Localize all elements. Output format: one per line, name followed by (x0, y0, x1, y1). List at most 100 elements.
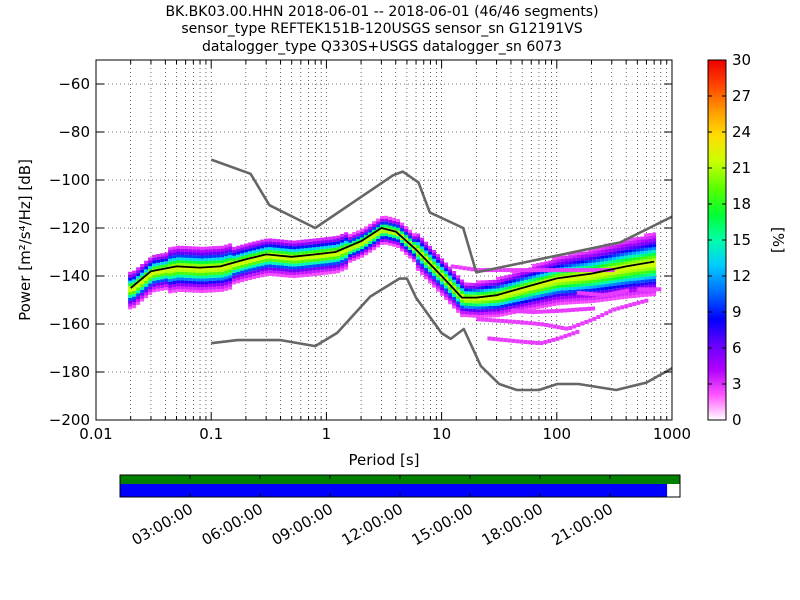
heatmap-cell (168, 255, 173, 259)
heatmap-cell (160, 273, 165, 277)
colorbar-tick-label: 15 (732, 231, 751, 249)
heatmap-cell (420, 266, 425, 270)
outlier-cell (538, 268, 543, 273)
heatmap-cell (332, 236, 337, 240)
heatmap-cell (228, 272, 233, 276)
heatmap-cell (236, 268, 241, 272)
heatmap-cell (304, 242, 309, 246)
heatmap-cell (580, 300, 585, 304)
heatmap-cell (548, 275, 553, 278)
heatmap-cell (524, 294, 529, 298)
heatmap-cell (172, 258, 177, 261)
coverage-bar-available (120, 475, 680, 484)
outlier-cell (597, 292, 602, 297)
heatmap-cell (216, 280, 221, 284)
heatmap-cell (300, 239, 305, 243)
heatmap-cell (520, 280, 525, 284)
heatmap-cell (212, 283, 217, 287)
heatmap-cell (164, 284, 169, 288)
heatmap-cell (616, 270, 621, 274)
heatmap-cell (568, 281, 573, 285)
heatmap-cell (188, 280, 193, 284)
heatmap-cell (432, 273, 437, 276)
heatmap-cell (524, 282, 529, 286)
heatmap-cell (448, 269, 453, 273)
outlier-cell (519, 309, 523, 314)
heatmap-cell (196, 249, 201, 253)
heatmap-cell (620, 250, 625, 254)
heatmap-cell (456, 286, 461, 290)
heatmap-cell (564, 290, 569, 294)
heatmap-cell (132, 287, 137, 291)
heatmap-cell (168, 264, 173, 268)
heatmap-cell (552, 297, 557, 301)
heatmap-cell (168, 258, 173, 262)
heatmap-cell (308, 267, 313, 271)
heatmap-cell (216, 254, 221, 258)
heatmap-cell (364, 237, 369, 241)
heatmap-cell (600, 287, 605, 291)
heatmap-cell (212, 249, 217, 252)
outlier-cell (531, 310, 535, 315)
heatmap-cell (296, 271, 301, 275)
heatmap-cell (464, 282, 469, 286)
outlier-cell (530, 268, 535, 273)
heatmap-cell (528, 276, 533, 280)
heatmap-cell (504, 304, 509, 307)
heatmap-cell (416, 236, 421, 240)
heatmap-cell (264, 273, 269, 277)
heatmap-cell (324, 271, 329, 275)
heatmap-cell (528, 302, 533, 306)
heatmap-cell (448, 275, 453, 279)
heatmap-cell (132, 305, 137, 309)
heatmap-cell (612, 257, 617, 260)
heatmap-cell (380, 216, 385, 219)
heatmap-cell (320, 263, 325, 267)
heatmap-cell (488, 300, 493, 304)
x-tick-label: 1 (322, 425, 332, 443)
heatmap-cell (324, 263, 329, 267)
outlier-cell (476, 317, 481, 322)
heatmap-cell (412, 233, 417, 237)
heatmap-cell (532, 275, 537, 279)
heatmap-cell (200, 275, 205, 279)
heatmap-cell (628, 266, 633, 270)
heatmap-cell (636, 271, 641, 275)
heatmap-cell (360, 240, 365, 244)
outlier-cell (625, 288, 630, 293)
heatmap-cell (192, 263, 197, 267)
heatmap-cell (564, 295, 569, 299)
heatmap-cell (652, 290, 657, 294)
heatmap-cell (444, 297, 449, 300)
heatmap-cell (232, 275, 237, 279)
heatmap-cell (548, 280, 553, 284)
heatmap-cell (248, 274, 253, 278)
heatmap-cell (228, 286, 233, 290)
heatmap-cell (212, 257, 217, 261)
outlier-cell (577, 290, 582, 295)
heatmap-cell (272, 244, 277, 248)
heatmap-cell (164, 281, 169, 285)
heatmap-cell (216, 289, 221, 293)
heatmap-cell (196, 275, 201, 279)
heatmap-cell (128, 286, 133, 290)
heatmap-cell (400, 245, 405, 249)
heatmap-cell (644, 256, 649, 260)
outlier-cell (551, 337, 556, 342)
heatmap-cell (608, 266, 613, 270)
heatmap-cell (524, 305, 529, 309)
heatmap-cell (476, 300, 481, 304)
heatmap-cell (336, 252, 341, 256)
heatmap-cell (604, 263, 609, 267)
heatmap-cell (372, 229, 377, 233)
outlier-cell (548, 323, 553, 328)
heatmap-cell (548, 266, 553, 270)
heatmap-cell (648, 281, 653, 285)
heatmap-cell (648, 264, 653, 268)
heatmap-cell (204, 261, 209, 264)
heatmap-cell (492, 291, 497, 295)
heatmap-cell (128, 294, 133, 298)
heatmap-cell (256, 263, 261, 267)
heatmap-cell (208, 249, 213, 253)
outlier-cell (649, 287, 654, 292)
